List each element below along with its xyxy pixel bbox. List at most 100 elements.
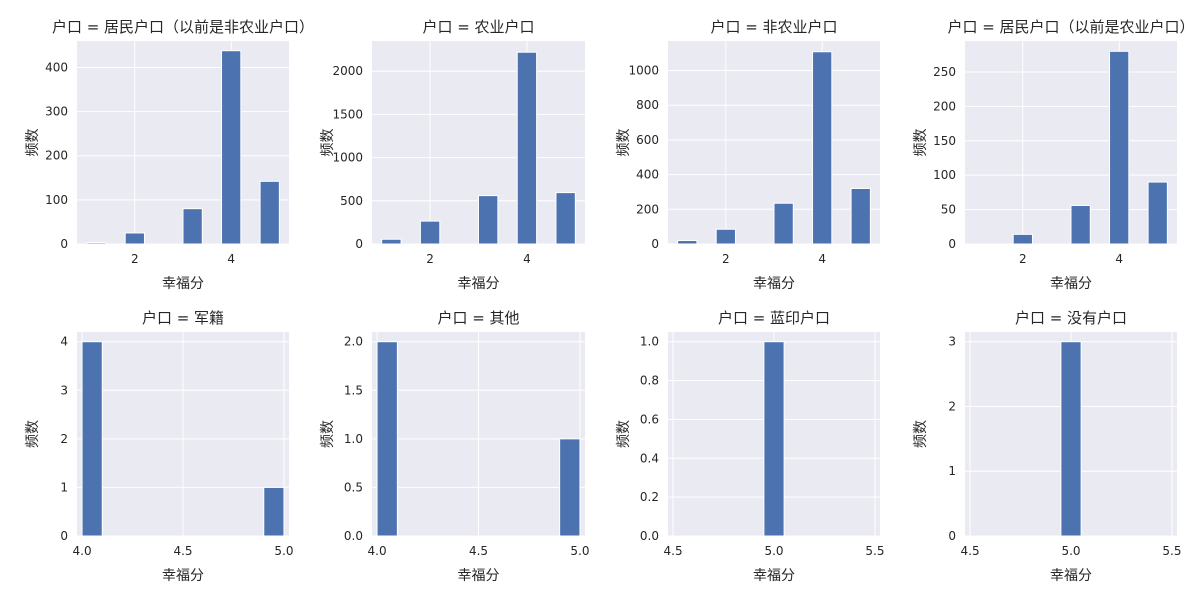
x-tick-label: 2 [1019, 252, 1027, 266]
y-tick-label: 200 [636, 202, 659, 216]
y-axis-label: 频数 [320, 129, 336, 157]
x-tick-label: 5.0 [274, 544, 293, 558]
histogram-bar [381, 238, 402, 245]
y-tick-label: 250 [933, 65, 956, 79]
histogram-bar [559, 438, 581, 537]
y-tick-label: 1 [948, 464, 956, 478]
y-tick-label: 0.0 [640, 529, 659, 543]
x-axis-label: 幸福分 [162, 568, 204, 584]
panel-title: 户口 = 居民户口（以前是农业户口） [947, 18, 1194, 36]
x-tick-label: 2 [131, 252, 139, 266]
histogram-bar [478, 195, 499, 245]
x-tick-label: 5.0 [764, 544, 783, 558]
histogram-bar [81, 341, 103, 537]
y-axis-label: 频数 [616, 129, 632, 157]
y-axis-label: 频数 [25, 129, 41, 157]
histogram-bar [1109, 50, 1130, 245]
x-tick-label: 4 [523, 252, 531, 266]
y-tick-label: 200 [933, 99, 956, 113]
histogram-bar [259, 180, 280, 245]
y-axis-label: 频数 [616, 420, 632, 448]
y-tick-label: 2000 [332, 64, 363, 78]
histogram-bar [263, 486, 285, 537]
x-tick-label: 5.5 [1162, 544, 1181, 558]
y-tick-label: 0 [60, 237, 68, 251]
histogram-bar [1070, 204, 1091, 245]
y-tick-label: 500 [340, 194, 363, 208]
x-tick-label: 4.5 [664, 544, 683, 558]
y-tick-label: 400 [636, 168, 659, 182]
x-axis-label: 幸福分 [1050, 276, 1092, 292]
histogram-bar [677, 240, 698, 245]
x-axis-label: 幸福分 [162, 276, 204, 292]
x-tick-label: 2 [722, 252, 730, 266]
y-tick-label: 1.5 [344, 383, 363, 397]
y-tick-label: 1.0 [640, 335, 659, 349]
histogram-bar [182, 208, 203, 245]
histogram-bar [419, 220, 441, 245]
histogram-bar [763, 341, 785, 537]
y-tick-label: 50 [941, 203, 956, 217]
x-tick-label: 4.5 [173, 544, 192, 558]
y-tick-label: 0.8 [640, 374, 659, 388]
x-tick-label: 2 [426, 252, 434, 266]
y-tick-label: 300 [45, 105, 68, 119]
y-tick-label: 0.0 [344, 529, 363, 543]
y-tick-label: 150 [933, 134, 956, 148]
x-tick-label: 4 [227, 252, 235, 266]
panel-4: 2 4 0 50 100 150 200 250 户口 = 居民户口（以前是农业户口） 幸福分 频数 [913, 18, 1195, 292]
histogram-bar [516, 51, 538, 245]
y-tick-label: 2 [948, 399, 956, 413]
y-tick-label: 0 [355, 237, 363, 251]
y-tick-label: 0 [948, 237, 956, 251]
y-tick-label: 200 [45, 149, 68, 163]
panel-title: 户口 = 蓝印户口 [718, 309, 830, 327]
y-axis-label: 频数 [913, 129, 929, 157]
y-tick-label: 1.0 [344, 432, 363, 446]
y-tick-label: 800 [636, 98, 659, 112]
y-tick-label: 400 [45, 60, 68, 74]
x-axis-label: 幸福分 [753, 276, 795, 292]
panel-title: 户口 = 其他 [437, 309, 519, 327]
x-tick-label: 5.5 [865, 544, 884, 558]
y-tick-label: 4 [60, 335, 68, 349]
y-tick-label: 1000 [628, 63, 659, 77]
x-tick-label: 4.0 [73, 544, 92, 558]
panel-title: 户口 = 农业户口 [422, 18, 534, 36]
panel-1: 2 4 0 100 200 300 400 户口 = 居民户口（以前是非农业户口） 幸福分 频数 [25, 18, 314, 292]
y-tick-label: 2.0 [344, 335, 363, 349]
y-tick-label: 0.4 [640, 451, 659, 465]
histogram-bar [850, 187, 871, 245]
y-tick-label: 0.5 [344, 480, 363, 494]
histogram-bar [773, 202, 794, 245]
x-axis-label: 幸福分 [458, 568, 500, 584]
histogram-bar [1012, 233, 1033, 245]
y-tick-label: 3 [948, 335, 956, 349]
y-tick-label: 600 [636, 133, 659, 147]
x-tick-label: 4.0 [368, 544, 387, 558]
y-axis-label: 频数 [25, 420, 41, 448]
y-tick-label: 1000 [332, 151, 363, 165]
x-axis-label: 幸福分 [1050, 568, 1092, 584]
y-tick-label: 100 [933, 168, 956, 182]
panel-title: 户口 = 没有户口 [1015, 309, 1127, 327]
y-tick-label: 100 [45, 193, 68, 207]
histogram-bar [715, 228, 736, 245]
histogram-bar [221, 50, 242, 245]
y-tick-label: 1500 [332, 107, 363, 121]
panel-title: 户口 = 非农业户口 [710, 18, 837, 36]
y-tick-label: 0 [651, 237, 659, 251]
x-axis-label: 幸福分 [753, 568, 795, 584]
x-tick-label: 5.0 [1061, 544, 1080, 558]
y-tick-label: 0 [60, 529, 68, 543]
histogram-bar [555, 192, 576, 245]
histogram-bar [86, 242, 107, 245]
y-tick-label: 3 [60, 383, 68, 397]
x-tick-label: 4.5 [961, 544, 980, 558]
